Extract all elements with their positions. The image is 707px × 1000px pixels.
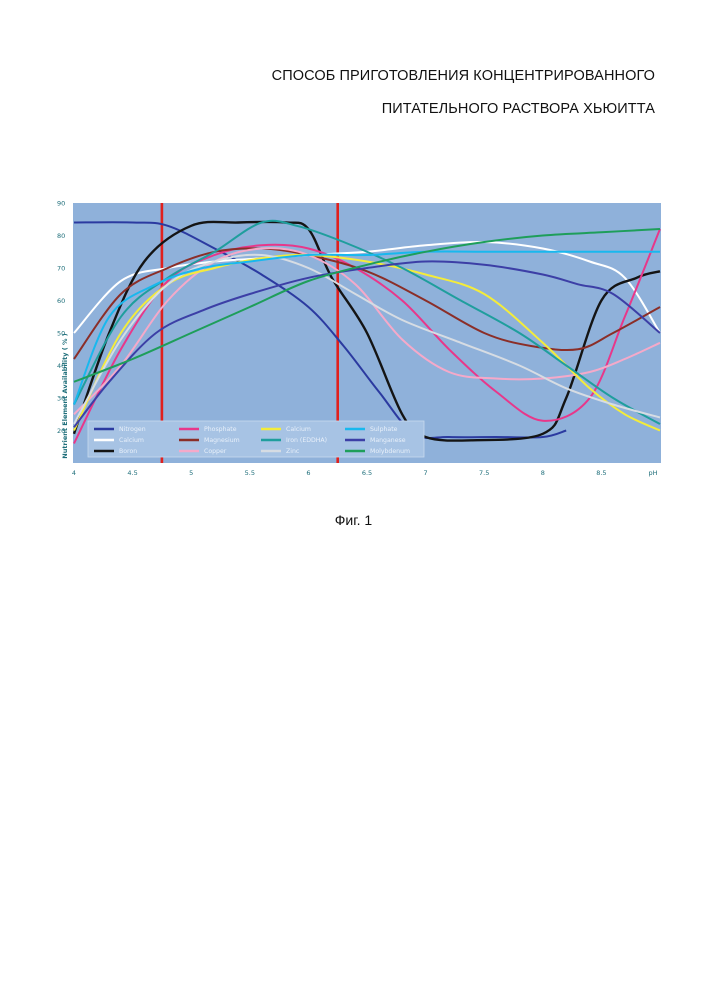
x-tick-5.5: 5.5	[245, 469, 255, 477]
x-tick-4.5: 4.5	[127, 469, 137, 477]
x-axis-ticks: 4 4.5 5 5.5 6 6.5 7 7.5 8 8.5 pH	[72, 469, 658, 477]
legend-label-4: Phosphate	[204, 426, 237, 433]
legend-label-2: Calcium	[119, 437, 144, 444]
x-tick-8: 8	[541, 469, 545, 477]
legend-label-8: Iron (EDDHA)	[286, 437, 327, 444]
y-tick-80: 80	[57, 232, 65, 240]
nutrient-availability-chart: Nitrogen Calcium Boron Phosphate Magnesium Co…	[52, 196, 664, 491]
x-tick-8.5: 8.5	[596, 469, 606, 477]
legend-label-10: Sulphate	[370, 426, 398, 433]
chart-svg: Nitrogen Calcium Boron Phosphate Magnesium Co…	[52, 196, 664, 491]
legend-label-3: Boron	[119, 448, 137, 455]
x-tick-6: 6	[306, 469, 310, 477]
x-tick-5: 5	[189, 469, 193, 477]
y-tick-90: 90	[57, 200, 65, 208]
x-tick-4: 4	[72, 469, 76, 477]
x-tick-ph: pH	[648, 469, 657, 477]
page-title-line-2: ПИТАТЕЛЬНОГО РАСТВОРА ХЬЮИТТА	[382, 101, 655, 117]
legend-label-11: Manganese	[370, 437, 406, 444]
legend-label-9: Zinc	[286, 448, 300, 455]
x-tick-6.5: 6.5	[362, 469, 372, 477]
legend-label-5: Magnesium	[204, 437, 240, 444]
y-axis-label: Nutrient Element Availability ( % )	[61, 333, 69, 458]
figure-caption: Фиг. 1	[0, 512, 707, 528]
legend-label-12: Molybdenum	[370, 448, 410, 455]
page-title-line-1: СПОСОБ ПРИГОТОВЛЕНИЯ КОНЦЕНТРИРОВАННОГО	[272, 68, 655, 84]
legend-label-6: Copper	[204, 448, 227, 455]
x-tick-7.5: 7.5	[479, 469, 489, 477]
y-tick-60: 60	[57, 297, 65, 305]
legend-label-1: Nitrogen	[119, 426, 146, 433]
chart-legend: Nitrogen Calcium Boron Phosphate Magnesium Co…	[88, 421, 424, 457]
y-tick-70: 70	[57, 265, 65, 273]
legend-label-7: Calcium	[286, 426, 311, 433]
x-tick-7: 7	[424, 469, 428, 477]
